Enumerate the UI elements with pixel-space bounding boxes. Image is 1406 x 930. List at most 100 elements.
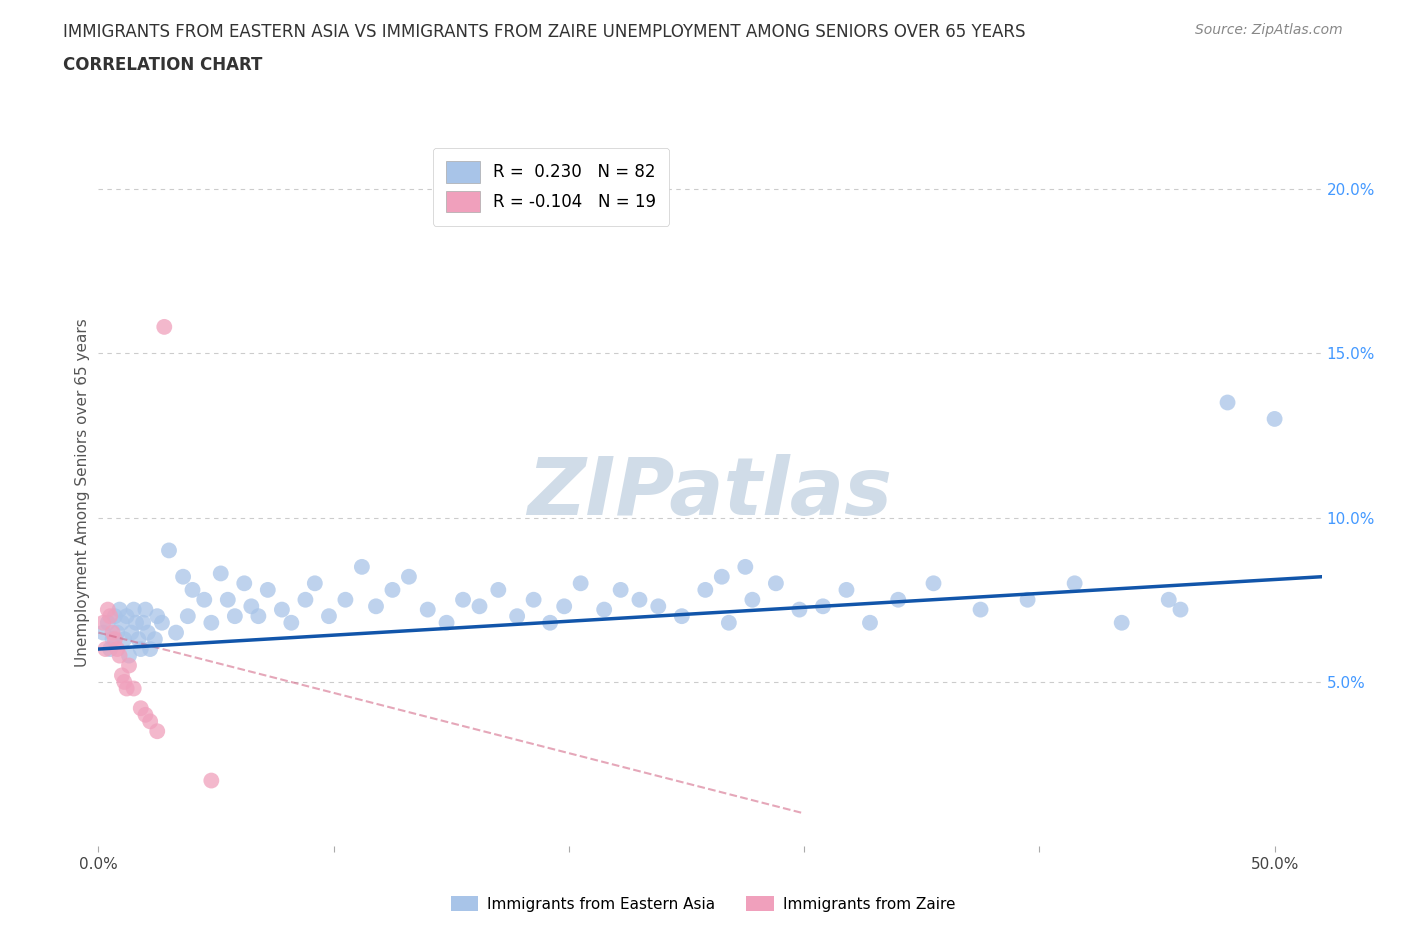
Point [200, 616, 222, 631]
Point [647, 599, 669, 614]
Point [127, 631, 149, 646]
Point [105, 625, 128, 640]
Legend: R =  0.230   N = 82, R = -0.104   N = 19: R = 0.230 N = 82, R = -0.104 N = 19 [433, 148, 669, 226]
Text: CORRELATION CHART: CORRELATION CHART [63, 56, 263, 73]
Point [115, 609, 138, 624]
Point [717, 616, 740, 631]
Point [150, 616, 173, 631]
Point [593, 602, 616, 617]
Point [177, 609, 200, 624]
Point [98, 609, 121, 624]
Point [538, 616, 561, 631]
Point [129, 701, 152, 716]
Point [969, 602, 991, 617]
Text: ZIPatlas: ZIPatlas [527, 454, 893, 532]
Point [101, 625, 124, 640]
Point [734, 560, 756, 575]
Point [97, 616, 120, 631]
Point [217, 592, 239, 607]
Point [165, 625, 187, 640]
Point [143, 631, 166, 646]
Point [468, 599, 491, 614]
Point [122, 602, 145, 617]
Point [153, 319, 176, 334]
Point [129, 642, 152, 657]
Point [193, 592, 215, 607]
Point [105, 642, 128, 657]
Point [553, 599, 575, 614]
Point [318, 609, 340, 624]
Point [247, 609, 270, 624]
Point [172, 569, 194, 584]
Point [835, 582, 858, 597]
Point [1216, 395, 1239, 410]
Point [398, 569, 420, 584]
Point [209, 566, 232, 581]
Point [569, 576, 592, 591]
Point [1111, 616, 1133, 631]
Point [335, 592, 357, 607]
Point [139, 642, 162, 657]
Point [628, 592, 651, 607]
Point [609, 582, 631, 597]
Point [741, 592, 763, 607]
Point [98, 642, 121, 657]
Point [134, 602, 156, 617]
Text: IMMIGRANTS FROM EASTERN ASIA VS IMMIGRANTS FROM ZAIRE UNEMPLOYMENT AMONG SENIORS: IMMIGRANTS FROM EASTERN ASIA VS IMMIGRAN… [63, 23, 1026, 41]
Point [111, 616, 134, 631]
Point [157, 543, 180, 558]
Point [104, 609, 127, 624]
Point [134, 708, 156, 723]
Point [118, 648, 141, 663]
Point [132, 616, 155, 631]
Point [120, 625, 142, 640]
Point [146, 609, 169, 624]
Point [811, 599, 834, 614]
Point [181, 582, 204, 597]
Point [486, 582, 509, 597]
Point [125, 616, 148, 631]
Point [523, 592, 546, 607]
Point [118, 658, 141, 673]
Point [364, 599, 387, 614]
Point [136, 625, 159, 640]
Point [101, 631, 124, 646]
Point [112, 674, 135, 689]
Point [294, 592, 316, 607]
Point [671, 609, 693, 624]
Point [112, 631, 135, 646]
Point [91, 625, 114, 640]
Point [91, 616, 114, 631]
Legend: Immigrants from Eastern Asia, Immigrants from Zaire: Immigrants from Eastern Asia, Immigrants… [444, 889, 962, 918]
Point [104, 631, 127, 646]
Point [887, 592, 910, 607]
Point [122, 681, 145, 696]
Point [350, 560, 373, 575]
Point [710, 569, 733, 584]
Point [115, 681, 138, 696]
Point [139, 714, 162, 729]
Point [200, 773, 222, 788]
Point [1170, 602, 1192, 617]
Point [270, 602, 294, 617]
Point [240, 599, 263, 614]
Point [224, 609, 246, 624]
Point [1157, 592, 1180, 607]
Point [280, 616, 302, 631]
Point [789, 602, 811, 617]
Point [695, 582, 717, 597]
Point [416, 602, 439, 617]
Point [1264, 411, 1286, 426]
Point [1017, 592, 1039, 607]
Point [111, 668, 134, 683]
Point [436, 616, 458, 631]
Point [922, 576, 945, 591]
Point [108, 602, 131, 617]
Point [451, 592, 474, 607]
Point [94, 642, 117, 657]
Point [765, 576, 787, 591]
Point [108, 648, 131, 663]
Point [859, 616, 882, 631]
Point [381, 582, 404, 597]
Y-axis label: Unemployment Among Seniors over 65 years: Unemployment Among Seniors over 65 years [75, 319, 90, 668]
